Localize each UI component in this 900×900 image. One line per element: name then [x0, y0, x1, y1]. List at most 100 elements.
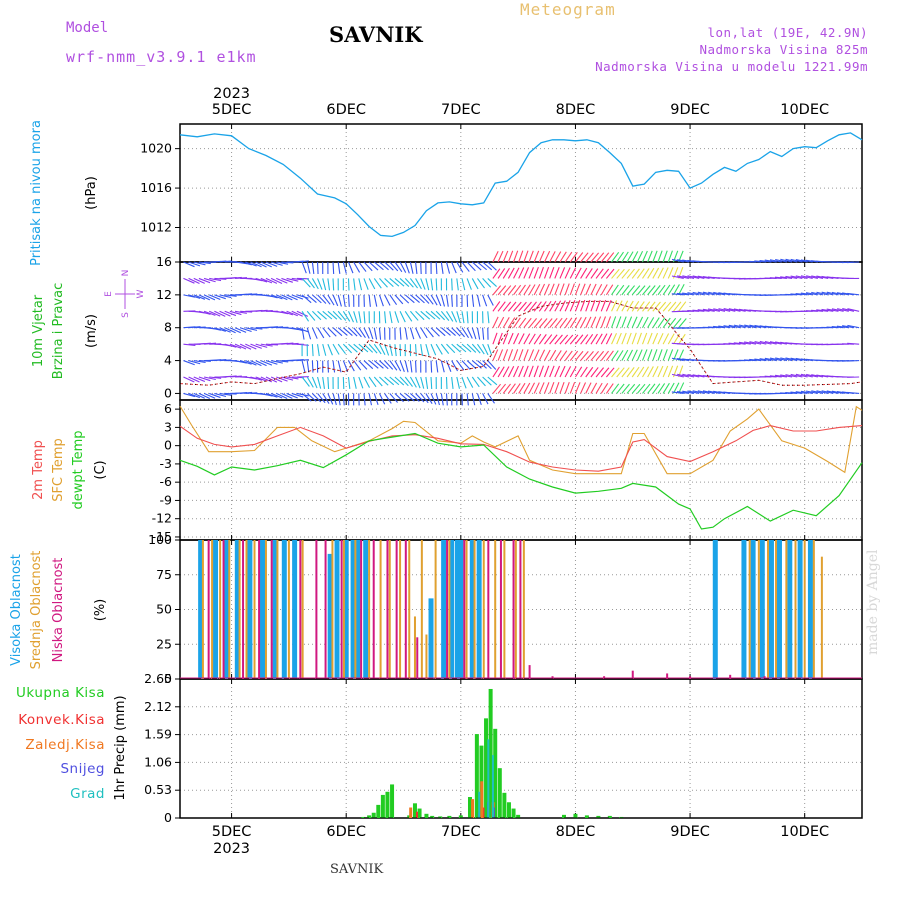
cloud-series-1: [201, 540, 823, 679]
wind-arrow: [806, 373, 818, 378]
wind-arrow: [647, 250, 653, 263]
wind-arrow: [193, 277, 205, 284]
wind-arrow: [795, 373, 808, 378]
wind-arrow: [317, 344, 320, 357]
wind-arrow: [482, 327, 485, 340]
cloud-bar: [350, 540, 356, 679]
day-label-bottom: 8DEC: [556, 824, 596, 840]
wind-arrow: [188, 392, 201, 399]
wind-arrow: [785, 357, 798, 362]
wind-arrow: [549, 365, 555, 378]
wind-arrow: [456, 261, 464, 273]
wind-arrow: [728, 308, 741, 312]
wind-arrow: [533, 349, 540, 361]
wind-arrow: [728, 324, 741, 329]
wind-arrow: [528, 284, 536, 296]
wind-arrow: [533, 267, 539, 279]
wind-arrow: [306, 310, 316, 321]
wind-arrow: [774, 276, 787, 279]
cloud-bar: [463, 540, 466, 679]
wind-arrow: [482, 360, 492, 370]
wind-arrow: [286, 392, 298, 399]
product-label: Meteogram: [520, 0, 616, 19]
wind-arrow: [769, 375, 782, 378]
wind-arrow: [513, 301, 522, 312]
wind-arrow: [301, 376, 310, 387]
wind-arrow: [306, 294, 317, 304]
wind-arrow: [394, 294, 404, 305]
wind-arrow: [626, 349, 634, 361]
cloud-bar: [331, 540, 334, 679]
wind-arrow: [816, 309, 829, 312]
wind-arrow: [451, 278, 453, 291]
wind-arrow: [507, 267, 515, 279]
wind-arrow: [471, 261, 482, 271]
wind-arrow: [198, 277, 211, 284]
wind-arrow: [564, 283, 570, 296]
wind-arrow: [605, 316, 612, 328]
wind-arrow: [327, 327, 337, 337]
precip-bar: [488, 688, 493, 818]
wind-arrow: [647, 349, 653, 361]
wind-arrow: [585, 366, 594, 378]
wind-arrow: [342, 343, 353, 354]
cloud-unit: (%): [93, 599, 108, 622]
wind-arrow: [831, 291, 844, 296]
wind-arrow: [790, 357, 803, 362]
cloud-bar: [787, 540, 793, 679]
wind-arrow: [774, 374, 787, 378]
wind-arrow: [590, 350, 600, 361]
wind-arrow: [616, 300, 623, 312]
wind-arrow: [538, 250, 545, 263]
wind-arrow: [389, 393, 398, 403]
wind-arrow: [446, 327, 456, 337]
wind-arrow: [811, 275, 824, 279]
wind-arrow: [672, 382, 680, 394]
cloud-bar: [482, 540, 485, 679]
wind-arrow: [482, 343, 489, 356]
wind-arrow: [425, 393, 433, 404]
wind-arrow: [769, 341, 782, 345]
wind-arrow: [270, 294, 283, 300]
wind-arrow: [456, 360, 465, 371]
wind-arrow: [492, 349, 499, 361]
cloud-bar: [803, 540, 806, 679]
wind-arrow: [702, 390, 715, 394]
wind-arrow: [461, 376, 467, 389]
cloud-bar: [446, 540, 449, 679]
wind-arrow: [682, 373, 695, 378]
wind-arrow: [673, 318, 682, 329]
wind-arrow: [626, 316, 633, 328]
wind-arrow: [662, 333, 670, 345]
wind-arrow: [728, 342, 741, 345]
y-tick-label: 0.53: [144, 782, 172, 797]
wind-arrow: [652, 332, 659, 345]
cloud-bar: [287, 540, 290, 679]
wind-arrow: [255, 261, 267, 268]
wind-arrow: [764, 340, 777, 345]
model-label: Model: [66, 20, 109, 36]
wind-arrow: [502, 267, 510, 279]
wind-arrow: [332, 310, 342, 321]
wind-arrow: [327, 343, 333, 356]
y-tick-label: 1012: [140, 220, 172, 235]
wind-arrow: [682, 275, 695, 279]
wind-arrow: [497, 268, 506, 279]
wind-arrow: [744, 341, 757, 345]
wind-arrow: [420, 376, 425, 389]
wind-arrow: [332, 278, 335, 291]
wind-arrow: [471, 294, 475, 307]
wind-arrow: [224, 294, 237, 297]
wind-arrow: [575, 334, 584, 345]
cloud-bar: [386, 540, 389, 679]
wind-arrow: [708, 291, 720, 296]
wind-arrow: [322, 278, 327, 291]
wind-arrow: [394, 278, 405, 287]
wind-arrow: [769, 259, 782, 263]
wind-arrow: [260, 277, 273, 284]
wind-arrow: [616, 268, 625, 279]
wind-arrow: [518, 267, 525, 279]
wind-arrow: [513, 250, 519, 263]
wind-arrow: [239, 343, 252, 350]
wind-arrow: [435, 393, 441, 406]
